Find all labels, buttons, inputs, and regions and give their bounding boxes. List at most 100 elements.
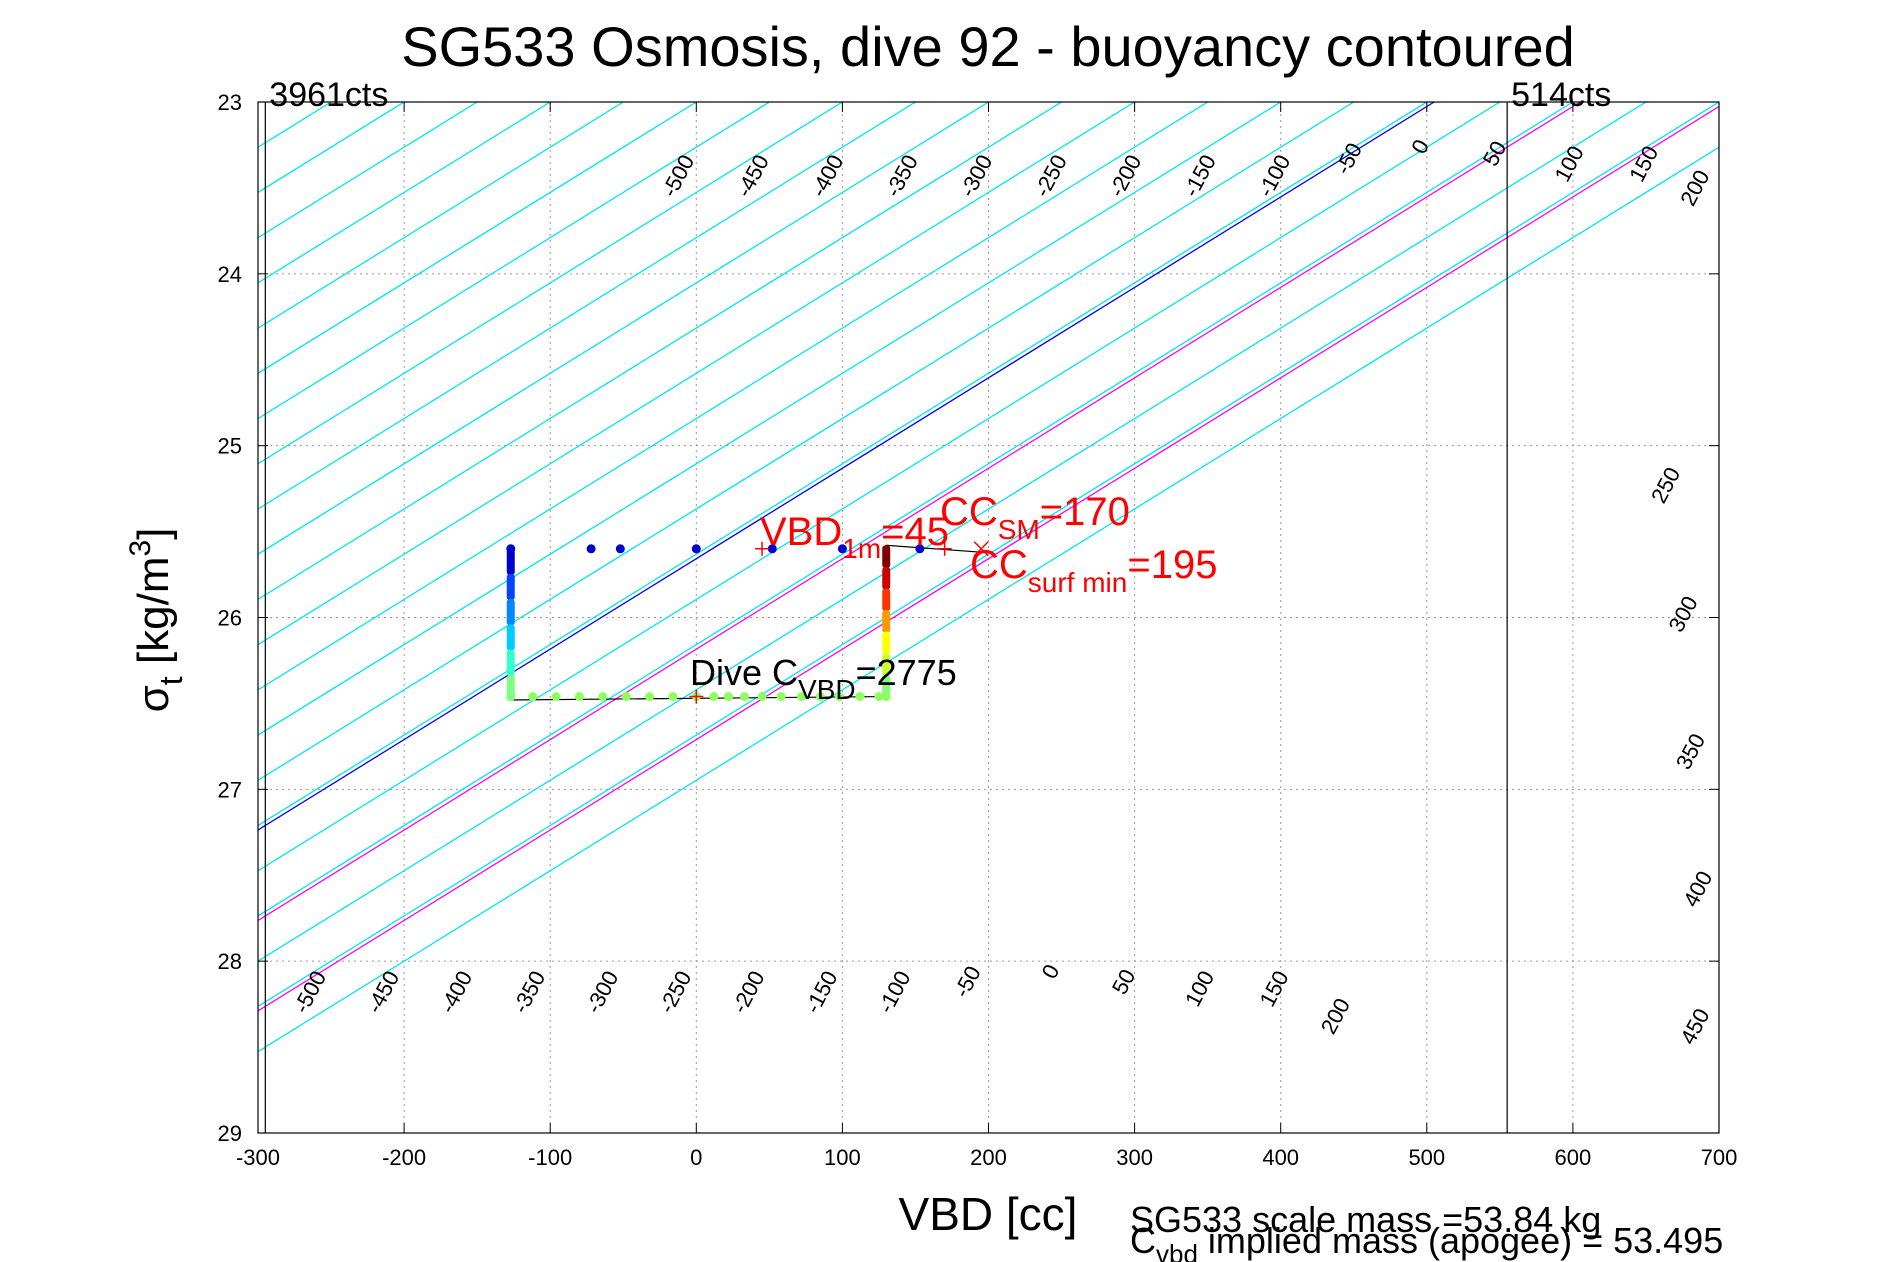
profile-point-bottom	[621, 692, 631, 702]
contour-line	[258, 102, 1135, 646]
cc-surf-min-annotation: CCsurf min=195	[970, 543, 1217, 598]
y-tick-label: 23	[218, 90, 242, 115]
profile-point-top	[615, 544, 625, 554]
contour-line	[258, 102, 843, 465]
contour-label-bottom: -50	[949, 962, 986, 1002]
plus-marker	[937, 541, 952, 556]
contour-line	[258, 102, 1282, 736]
contour-line	[258, 102, 1574, 917]
x-tick-label: 300	[1116, 1145, 1153, 1170]
profile-point-bottom	[645, 692, 655, 702]
x-tick-label: 200	[970, 1145, 1007, 1170]
contour-label-right: 250	[1646, 463, 1685, 507]
contour-line	[258, 102, 1355, 782]
profile-point-bottom	[551, 692, 561, 702]
contour-label-bottom: -300	[581, 967, 624, 1018]
profile-point-bottom	[598, 692, 608, 702]
contour-line	[258, 102, 770, 420]
cc-surf-sub: surf min	[1028, 567, 1128, 598]
profile-point-top	[506, 544, 516, 554]
profile-point-bottom	[796, 692, 806, 702]
profile-point-bottom	[757, 692, 767, 702]
count-lines: 3961cts 514cts	[264, 76, 1611, 1133]
contour-line	[258, 102, 624, 329]
profile-point-bottom	[506, 692, 516, 702]
x-axis-label: VBD [cc]	[899, 1188, 1078, 1240]
contour-label-top: 200	[1675, 166, 1714, 210]
contour-line	[258, 102, 1428, 827]
cc-sm-annotation: CCSM=170	[940, 490, 1130, 545]
chart-title: SG533 Osmosis, dive 92 - buoyancy contou…	[401, 15, 1575, 78]
y-tick-label: 26	[218, 606, 242, 631]
cc-surf-value: =195	[1127, 543, 1217, 587]
contour-line	[258, 102, 1435, 831]
implied-mass-rest: implied mass (apogee) = 53.495	[1198, 1220, 1723, 1261]
contour-label-bottom: 0	[1037, 960, 1065, 983]
contour-label-bottom: -400	[435, 967, 478, 1018]
contour-label-top: 100	[1550, 142, 1589, 186]
dive-cvbd-annotation: Dive CVBD=2775	[690, 652, 957, 705]
implied-mass-text: Cvbd implied mass (apogee) = 53.495	[1130, 1220, 1723, 1262]
x-tick-label: 400	[1262, 1145, 1299, 1170]
contour-line	[258, 102, 916, 510]
x-tick-label: -300	[236, 1145, 280, 1170]
dive-cvbd-main: Dive C	[690, 652, 798, 693]
profile-point-bottom	[881, 692, 891, 702]
contour-line	[258, 146, 1719, 1053]
contour-label-right: 450	[1675, 1004, 1714, 1048]
vbd-1m-annotation: VBD1m=45	[760, 510, 949, 564]
right-column-segment	[882, 566, 891, 590]
contour-label-right: 350	[1671, 729, 1710, 773]
y-tick-label: 27	[218, 777, 242, 802]
right-column-segment	[882, 631, 891, 655]
x-axis-ticks: -300 -200 -100 0 100 200 300 400 500 600 700	[236, 102, 1737, 1170]
y-axis-label-sub: t	[153, 676, 189, 685]
contour-label-top: 0	[1406, 135, 1434, 158]
contour-label-top: -250	[1029, 150, 1072, 201]
profile-point-bottom	[874, 692, 884, 702]
contour-line	[258, 102, 1501, 872]
contour-label-top: -100	[1253, 150, 1296, 201]
contour-label-bottom: -150	[800, 967, 843, 1018]
left-column-segment	[506, 624, 515, 651]
contour-label-top: -300	[955, 150, 998, 201]
profile-point-top	[915, 544, 925, 554]
count-label: 514cts	[1511, 76, 1611, 114]
right-column-segment	[882, 545, 891, 568]
cc-sm-value: =170	[1040, 490, 1130, 534]
left-column-segment	[506, 573, 515, 601]
contour-label-bottom: 50	[1107, 965, 1141, 998]
dive-profile	[506, 544, 982, 702]
contour-line	[258, 102, 1062, 601]
contour-line	[258, 105, 1719, 1012]
x-marker	[973, 541, 989, 557]
contour-labels: -500 -450 -400 -350 -300 -250 -200 -150 -100 -50 0…	[288, 135, 1717, 1048]
cc-surf-main: CC	[970, 543, 1028, 587]
profile-point-top	[586, 544, 596, 554]
profile-point-bottom	[776, 692, 786, 702]
y-axis-label: σt [kg/m3]	[124, 528, 189, 713]
vbd-1m-value: =45	[881, 510, 949, 554]
profile-point-top	[767, 544, 777, 554]
contour-label-top: -350	[880, 150, 923, 201]
profile-point-top	[837, 544, 847, 554]
contour-label-top: -500	[657, 150, 700, 201]
plus-marker	[755, 541, 770, 556]
right-column-segment	[882, 588, 891, 612]
contour-label-top: 50	[1478, 137, 1512, 170]
profile-point-bottom	[723, 692, 733, 702]
contour-label-right: 300	[1664, 592, 1703, 636]
contour-line	[258, 102, 551, 284]
contour-label-top: -50	[1330, 139, 1367, 179]
y-tick-label: 24	[218, 262, 242, 287]
y-axis-ticks: 23 24 25 26 27 28 29	[218, 90, 1719, 1146]
contour-label-bottom: -250	[654, 967, 697, 1018]
reference-markers	[689, 541, 989, 704]
x-tick-label: 700	[1701, 1145, 1738, 1170]
contour-label-right: 400	[1678, 867, 1717, 911]
contour-line	[258, 102, 989, 555]
y-axis-label-rest: [kg/m	[129, 557, 178, 677]
profile-point-bottom	[709, 692, 719, 702]
cc-sm-sub: SM	[998, 514, 1040, 545]
